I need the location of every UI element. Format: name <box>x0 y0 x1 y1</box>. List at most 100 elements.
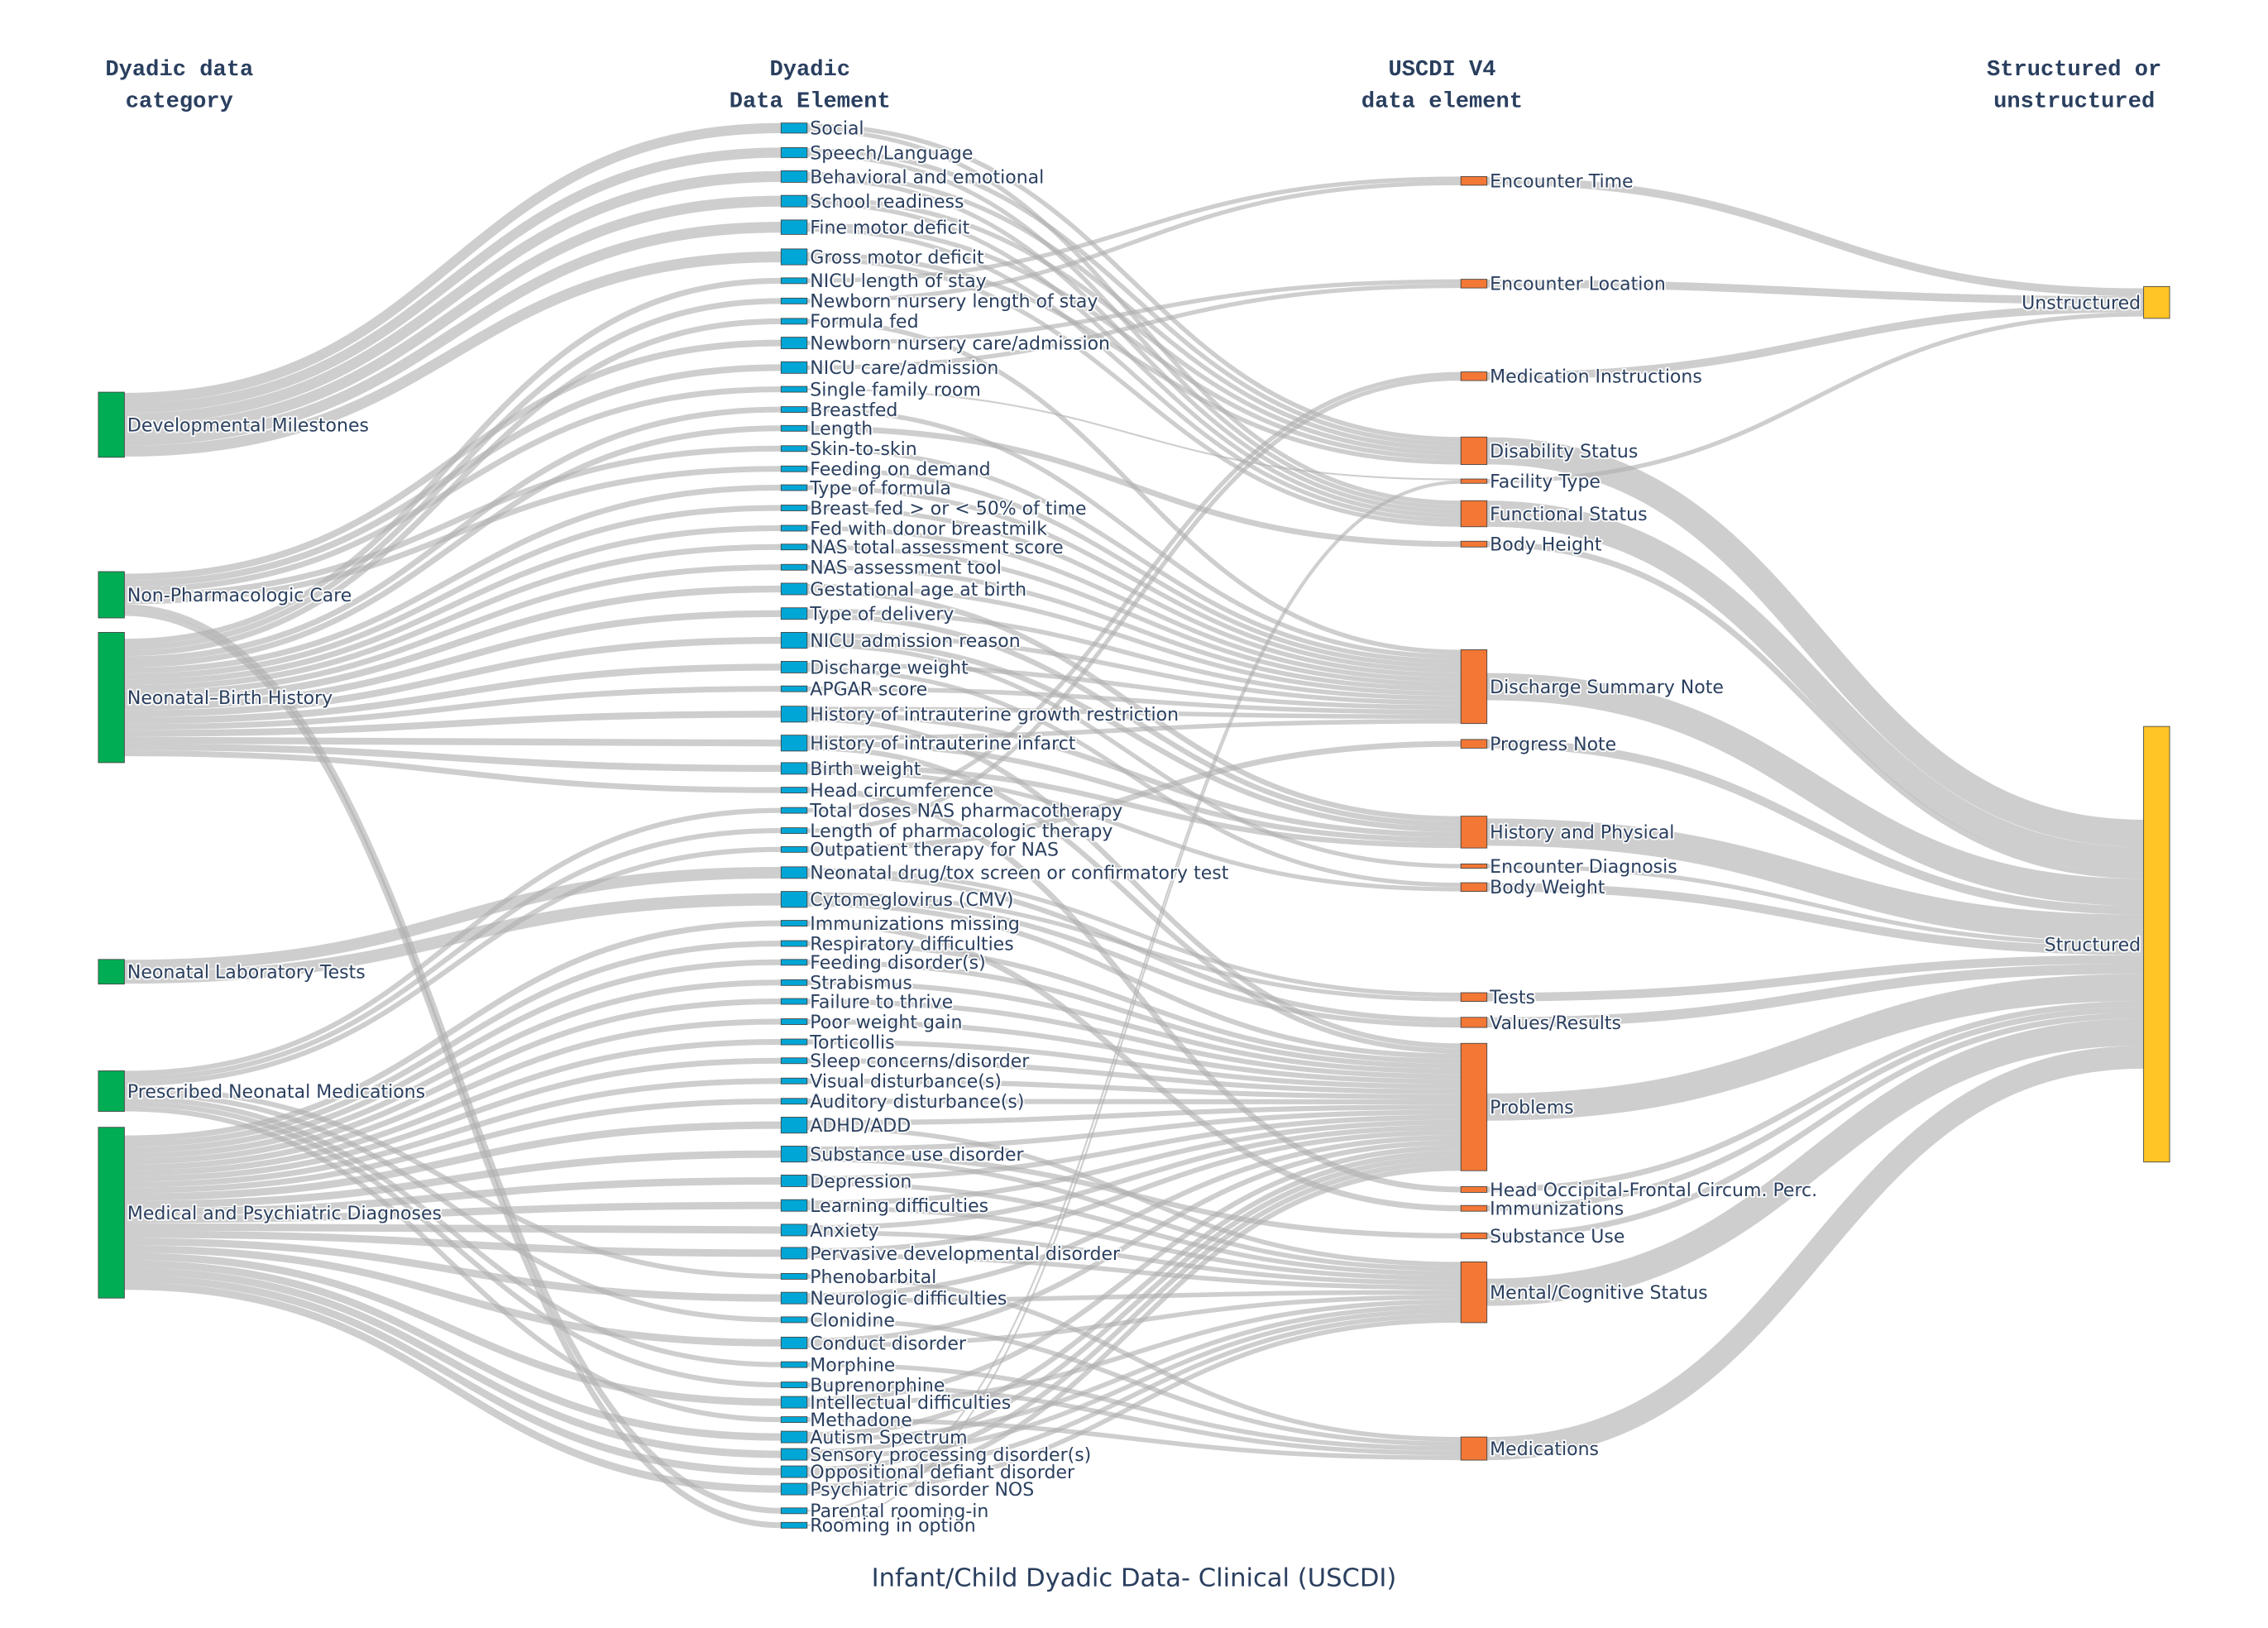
node-bar[interactable] <box>780 762 808 775</box>
flow-link[interactable] <box>806 1114 1462 1181</box>
node-bar[interactable] <box>780 998 808 1005</box>
node-bar[interactable] <box>1460 478 1488 484</box>
node-bar[interactable] <box>1460 1261 1488 1324</box>
node-bar[interactable] <box>780 194 808 208</box>
flow-link[interactable] <box>124 636 782 718</box>
node-bar[interactable] <box>780 406 808 413</box>
flow-link[interactable] <box>1486 1001 2144 1193</box>
flow-link[interactable] <box>124 298 782 651</box>
flow-link[interactable] <box>124 195 782 435</box>
node-bar[interactable] <box>780 1077 808 1085</box>
flow-link[interactable] <box>124 1245 782 1347</box>
node-bar[interactable] <box>780 277 808 285</box>
flow-link[interactable] <box>806 1140 1462 1343</box>
node-e_feeddis[interactable]: Feeding disorder(s) <box>780 951 988 975</box>
node-bar[interactable] <box>780 1396 808 1409</box>
flow-link[interactable] <box>124 828 782 1081</box>
flow-link[interactable] <box>124 736 782 747</box>
flow-link[interactable] <box>806 979 1462 1075</box>
node-e_morph[interactable]: Morphine <box>780 1354 897 1377</box>
flow-link[interactable] <box>124 979 782 1159</box>
node-bar[interactable] <box>780 170 808 183</box>
flow-link[interactable] <box>1486 1013 2144 1239</box>
node-bar[interactable] <box>780 1117 808 1134</box>
node-bar[interactable] <box>780 979 808 986</box>
flow-link[interactable] <box>1486 818 2144 942</box>
node-bar[interactable] <box>780 632 808 649</box>
flow-link[interactable] <box>124 445 782 599</box>
flow-link[interactable] <box>1486 176 2144 297</box>
node-e_delivery[interactable]: Type of delivery <box>780 603 955 627</box>
node-u_values[interactable]: Values/Results <box>1460 1012 1623 1036</box>
node-u_dcnote[interactable]: Discharge Summary Note <box>1460 649 1725 725</box>
node-u_hp[interactable]: History and Physical <box>1460 816 1676 849</box>
node-u_problems[interactable]: Problems <box>1460 1042 1576 1171</box>
node-bar[interactable] <box>1460 1204 1488 1212</box>
node-bar[interactable] <box>780 735 808 752</box>
node-e_immmiss[interactable]: Immunizations missing <box>780 912 1022 936</box>
node-bar[interactable] <box>780 248 808 266</box>
flow-link[interactable] <box>806 663 1462 710</box>
flow-link[interactable] <box>806 998 1462 1080</box>
node-u_weight[interactable]: Body Weight <box>1460 876 1607 900</box>
flow-link[interactable] <box>124 1267 782 1458</box>
flow-link[interactable] <box>806 148 1462 447</box>
flow-link[interactable] <box>806 1104 1462 1126</box>
flow-link[interactable] <box>124 505 782 680</box>
flow-link[interactable] <box>124 1260 782 1441</box>
flow-link[interactable] <box>124 807 782 1076</box>
node-e_bweight[interactable]: Birth weight <box>780 758 923 782</box>
node-bar[interactable] <box>780 543 808 551</box>
flow-link[interactable] <box>806 892 1462 1002</box>
node-bar[interactable] <box>98 1127 125 1299</box>
flow-link[interactable] <box>806 1129 1462 1254</box>
node-bar[interactable] <box>98 391 125 458</box>
node-e_auditory[interactable]: Auditory disturbance(s) <box>780 1090 1026 1114</box>
flow-link[interactable] <box>1486 437 2144 847</box>
node-bar[interactable] <box>780 1521 808 1529</box>
node-bar[interactable] <box>780 424 808 432</box>
node-bar[interactable] <box>780 1381 808 1389</box>
node-bar[interactable] <box>1460 436 1488 465</box>
flow-link[interactable] <box>806 283 1462 370</box>
flow-link[interactable] <box>806 740 1462 853</box>
node-e_adhd[interactable]: ADHD/ADD <box>780 1114 912 1138</box>
node-bar[interactable] <box>780 465 808 472</box>
flow-link[interactable] <box>1486 541 2144 879</box>
flow-link[interactable] <box>806 686 1462 715</box>
flow-link[interactable] <box>806 407 1462 659</box>
node-e_cmv[interactable]: Cytomeglovirus (CMV) <box>780 888 1015 912</box>
flow-link[interactable] <box>124 846 782 1086</box>
node-e_sensory[interactable]: Sensory processing disorder(s) <box>780 1444 1093 1468</box>
node-bar[interactable] <box>1460 1017 1488 1028</box>
flow-link[interactable] <box>124 1098 782 1194</box>
node-bar[interactable] <box>98 959 125 984</box>
flow-link[interactable] <box>124 941 782 1147</box>
flow-link[interactable] <box>124 893 782 984</box>
node-bar[interactable] <box>780 706 808 723</box>
node-e_demand[interactable]: Feeding on demand <box>780 458 993 482</box>
node-bar[interactable] <box>1460 1042 1488 1171</box>
flow-link[interactable] <box>124 277 782 645</box>
node-e_nicureason[interactable]: NICU admission reason <box>780 630 1022 654</box>
node-e_behav[interactable]: Behavioral and emotional <box>780 165 1045 189</box>
flow-link[interactable] <box>806 223 1462 460</box>
node-e_odd[interactable]: Oppositional defiant disorder <box>780 1461 1077 1485</box>
node-bar[interactable] <box>780 122 808 134</box>
node-u_disab[interactable]: Disability Status <box>1460 436 1639 465</box>
node-bar[interactable] <box>780 318 808 325</box>
flow-link[interactable] <box>806 1119 1462 1206</box>
node-e_formula[interactable]: Formula fed <box>780 310 920 334</box>
node-bar[interactable] <box>1460 1186 1488 1193</box>
flow-link[interactable] <box>124 866 782 972</box>
flow-link[interactable] <box>806 706 1462 720</box>
node-bar[interactable] <box>780 385 808 393</box>
flow-link[interactable] <box>806 1099 1462 1105</box>
flow-link[interactable] <box>124 425 782 668</box>
flow-link[interactable] <box>124 147 782 414</box>
flow-link[interactable] <box>124 1252 782 1406</box>
node-bar[interactable] <box>2143 725 2170 1163</box>
node-e_meth[interactable]: Methadone <box>780 1409 914 1433</box>
node-e_tox[interactable]: Neonatal drug/tox screen or confirmatory… <box>780 862 1231 886</box>
flow-link[interactable] <box>806 1018 1462 1085</box>
